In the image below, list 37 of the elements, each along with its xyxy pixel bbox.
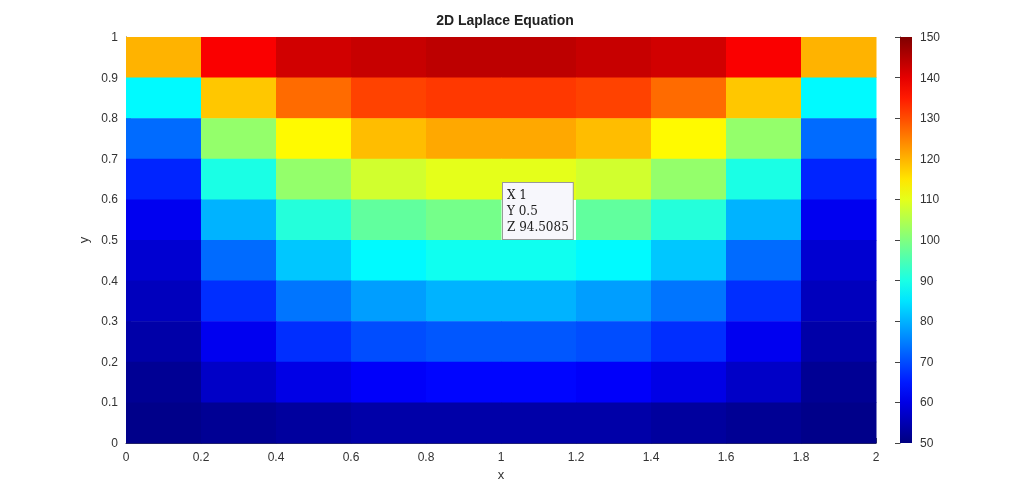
chart-title: 2D Laplace Equation	[436, 12, 574, 28]
color-bar-label: 90	[920, 273, 934, 288]
color-bar-label: 120	[920, 151, 941, 166]
x-tick-label: 2	[872, 450, 880, 464]
y-tick-label: 0.3	[101, 314, 119, 329]
y-tick-label: 0.9	[101, 70, 119, 85]
color-bar-label: 150	[920, 30, 941, 44]
color-bar-label: 100	[920, 233, 941, 247]
y-tick-label: 0.1	[101, 395, 119, 410]
x-tick-label: 1.8	[792, 450, 810, 464]
y-tick-label: 0.4	[101, 273, 119, 288]
x-tick-label: 0.4	[267, 450, 285, 464]
color-bar-label: 130	[920, 111, 941, 126]
x-tick-label: 0.6	[342, 450, 360, 464]
y-tick-label: 0.2	[101, 354, 119, 369]
y-tick-label: 0.6	[101, 192, 119, 207]
y-tick-label: 0.7	[101, 151, 119, 166]
y-tick-label: 0	[111, 436, 119, 450]
x-tick-label: 0	[122, 450, 130, 464]
color-bar-label: 50	[920, 436, 934, 450]
annotation: X 1 Y 0.5 Z 94.5085	[506, 188, 569, 234]
x-tick-label: 0.8	[417, 450, 435, 464]
y-tick-label: 0.5	[101, 233, 119, 247]
x-tick-label: 1.4	[642, 450, 660, 464]
color-bar-label: 140	[920, 70, 941, 85]
color-bar-label: 60	[920, 395, 934, 410]
x-tick-label: 1	[497, 450, 505, 464]
y-axis-title: y	[76, 236, 92, 244]
y-tick-label: 1	[111, 30, 119, 44]
x-axis-title: x	[497, 466, 505, 482]
color-bar-label: 110	[920, 192, 940, 207]
y-tick-label: 0.8	[101, 111, 119, 126]
x-tick-label: 1.6	[717, 450, 735, 464]
x-tick-label: 1.2	[567, 450, 585, 464]
color-bar-label: 70	[920, 354, 934, 369]
x-tick-label: 0.2	[192, 450, 210, 464]
color-bar-label: 80	[920, 314, 934, 329]
